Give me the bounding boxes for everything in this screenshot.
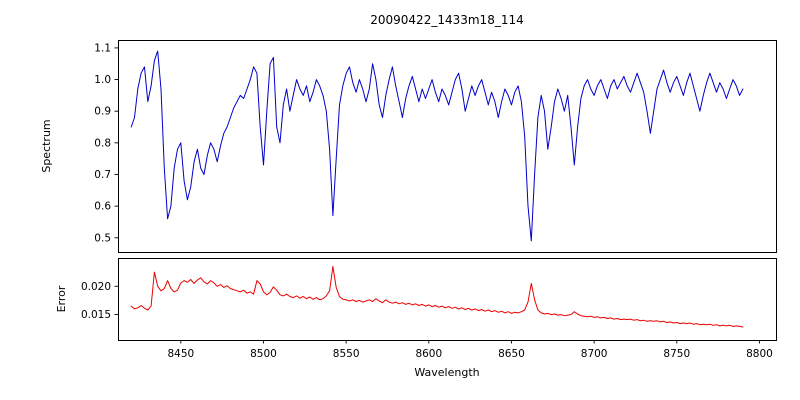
y-tick-label: 1.1 xyxy=(94,42,111,54)
y-tick-label: 0.7 xyxy=(94,169,111,181)
axes-border xyxy=(118,258,777,341)
y-tick-label: 1.0 xyxy=(94,74,111,86)
x-tick-label: 8500 xyxy=(250,348,277,360)
y-tick-label: 0.020 xyxy=(81,281,111,293)
y-tick-label: 0.8 xyxy=(94,137,111,149)
axes-border xyxy=(118,40,777,253)
x-tick-label: 8700 xyxy=(581,348,608,360)
error-line xyxy=(130,266,744,328)
x-tick-label: 8600 xyxy=(415,348,442,360)
x-tick-label: 8650 xyxy=(498,348,525,360)
x-tick-label: 8750 xyxy=(663,348,690,360)
chart-title: 20090422_1433m18_114 xyxy=(370,13,524,27)
wavelength-axis-label: Wavelength xyxy=(414,366,480,379)
x-tick-label: 8550 xyxy=(333,348,360,360)
x-tick-label: 8800 xyxy=(746,348,773,360)
x-tick-label: 8450 xyxy=(167,348,194,360)
y-tick-label: 0.5 xyxy=(94,232,111,244)
spectrum-line xyxy=(130,50,744,242)
y-tick-label: 0.6 xyxy=(94,201,111,213)
y-tick-label: 0.015 xyxy=(81,309,111,321)
y-tick-label: 0.9 xyxy=(94,106,111,118)
